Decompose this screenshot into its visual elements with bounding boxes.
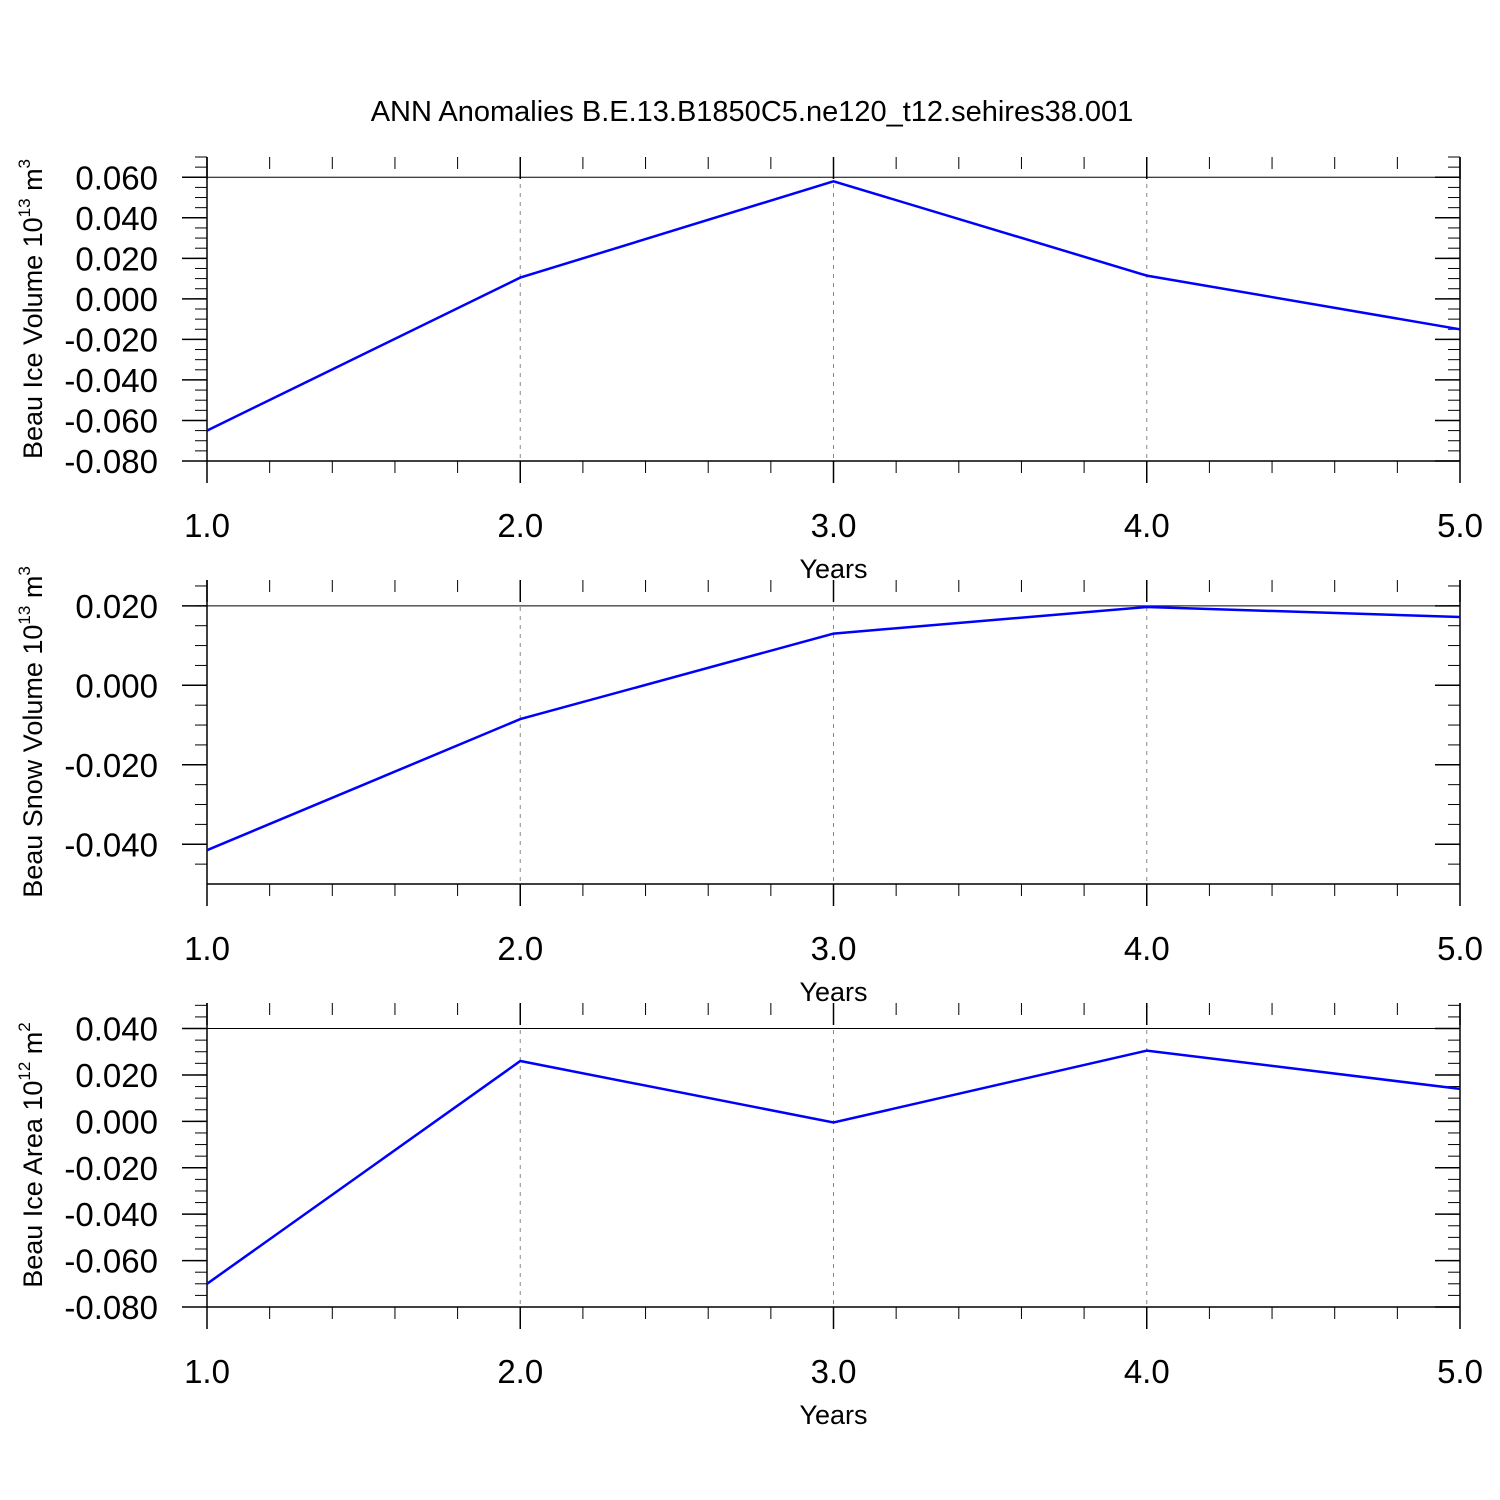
x-tick-label: 5.0 <box>1437 930 1483 967</box>
x-tick-label: 1.0 <box>184 507 230 544</box>
y-axis-title-unit-exponent: 3 <box>15 159 34 168</box>
x-axis-title: Years <box>799 977 867 1007</box>
y-tick-label: -0.040 <box>64 826 158 863</box>
y-axis-title-unit: m <box>18 576 48 606</box>
y-axis-title-text: Beau Ice Area 10 <box>18 1081 48 1288</box>
y-tick-label: -0.020 <box>64 321 158 358</box>
figure-title: ANN Anomalies B.E.13.B1850C5.ne120_t12.s… <box>371 96 1134 128</box>
y-axis-title-unit: m <box>18 168 48 198</box>
x-tick-label: 2.0 <box>497 930 543 967</box>
y-axis-title-text: Beau Ice Volume 10 <box>18 217 48 459</box>
y-axis-title-unit-exponent: 2 <box>15 1022 34 1031</box>
y-axis-title-exponent: 12 <box>15 1062 34 1081</box>
y-tick-label: -0.020 <box>64 747 158 784</box>
y-axis-title-text: Beau Snow Volume 10 <box>18 625 48 898</box>
y-tick-label: 0.000 <box>75 281 158 318</box>
x-tick-label: 1.0 <box>184 930 230 967</box>
y-tick-label: -0.020 <box>64 1150 158 1187</box>
x-tick-label: 1.0 <box>184 1353 230 1390</box>
y-tick-label: -0.080 <box>64 1289 158 1326</box>
y-axis-title: Beau Ice Volume 1013 m3 <box>15 159 48 459</box>
chart-panel-2: 1.0 2.0 3.0 4.0 5.0 Years 0.020 0.000 -0.020 -0.0… <box>15 566 1483 1007</box>
y-tick-label: 0.060 <box>75 159 158 196</box>
y-axis-title-exponent: 13 <box>15 606 34 625</box>
y-axis-title: Beau Ice Area 1012 m2 <box>15 1022 48 1288</box>
x-axis-title: Years <box>799 1400 867 1430</box>
x-axis-title: Years <box>799 554 867 584</box>
x-tick-label: 2.0 <box>497 507 543 544</box>
series-line <box>206 1049 1461 1285</box>
y-tick-label: 0.020 <box>75 588 158 625</box>
y-tick-label: -0.060 <box>64 402 158 439</box>
y-tick-label: 0.000 <box>75 667 158 704</box>
chart-panel-3: 1.0 2.0 3.0 4.0 5.0 Years 0.040 0.020 0.000 -0.02… <box>15 1003 1483 1430</box>
y-tick-label: -0.060 <box>64 1243 158 1280</box>
y-axis-title-exponent: 13 <box>15 198 34 217</box>
y-tick-label: 0.040 <box>75 200 158 237</box>
x-tick-label: 3.0 <box>811 930 857 967</box>
y-tick-label: -0.040 <box>64 362 158 399</box>
series-line <box>206 605 1461 852</box>
series-line <box>206 179 1461 432</box>
x-tick-label: 5.0 <box>1437 507 1483 544</box>
y-tick-label: 0.000 <box>75 1103 158 1140</box>
y-axis-title-unit-exponent: 3 <box>15 566 34 575</box>
x-tick-label: 3.0 <box>811 1353 857 1390</box>
y-tick-label: -0.040 <box>64 1196 158 1233</box>
y-tick-label: 0.020 <box>75 240 158 277</box>
x-tick-label: 3.0 <box>811 507 857 544</box>
y-tick-label: 0.020 <box>75 1057 158 1094</box>
y-tick-label: -0.080 <box>64 443 158 480</box>
x-tick-label: 4.0 <box>1124 930 1170 967</box>
y-tick-label: 0.040 <box>75 1011 158 1048</box>
x-tick-label: 2.0 <box>497 1353 543 1390</box>
y-axis-title-unit: m <box>18 1032 48 1062</box>
y-axis-title: Beau Snow Volume 1013 m3 <box>15 566 48 898</box>
x-tick-label: 5.0 <box>1437 1353 1483 1390</box>
x-tick-label: 4.0 <box>1124 1353 1170 1390</box>
x-tick-label: 4.0 <box>1124 507 1170 544</box>
